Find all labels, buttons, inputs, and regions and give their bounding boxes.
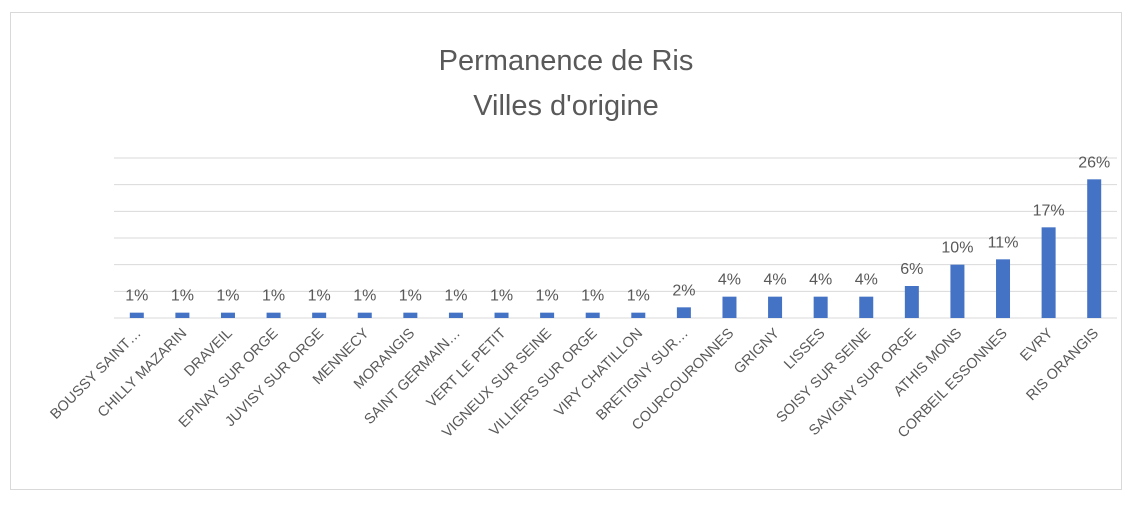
bar	[676, 307, 691, 318]
bar	[722, 296, 737, 318]
data-label: 1%	[536, 288, 559, 305]
bar	[631, 312, 646, 318]
bar	[768, 296, 783, 318]
bar	[585, 312, 600, 318]
data-label: 1%	[216, 288, 239, 305]
data-label: 1%	[125, 288, 148, 305]
bar	[859, 296, 874, 318]
data-label: 1%	[444, 288, 467, 305]
bar	[904, 286, 919, 318]
bar	[266, 312, 281, 318]
data-label: 1%	[308, 288, 331, 305]
data-label: 10%	[941, 240, 973, 257]
bar	[129, 312, 144, 318]
bar	[494, 312, 509, 318]
bar	[357, 312, 372, 318]
data-label: 1%	[627, 288, 650, 305]
chart-subtitle: Villes d'origine	[473, 90, 659, 122]
data-label: 1%	[171, 288, 194, 305]
data-label: 4%	[718, 272, 741, 289]
bar	[448, 312, 463, 318]
data-label: 2%	[672, 282, 695, 299]
bar	[996, 259, 1011, 318]
data-label: 6%	[900, 261, 923, 278]
bar	[540, 312, 555, 318]
bar	[1041, 227, 1056, 318]
bar	[1087, 179, 1102, 318]
data-label: 4%	[855, 272, 878, 289]
data-label: 26%	[1078, 154, 1110, 171]
data-label: 1%	[353, 288, 376, 305]
data-label: 1%	[399, 288, 422, 305]
chart-title: Permanence de Ris	[439, 45, 694, 77]
bar	[220, 312, 235, 318]
data-label: 1%	[262, 288, 285, 305]
chart-border	[10, 12, 1122, 490]
data-label: 4%	[809, 272, 832, 289]
data-label: 1%	[490, 288, 513, 305]
data-label: 4%	[764, 272, 787, 289]
data-label: 17%	[1033, 202, 1065, 219]
bar	[813, 296, 828, 318]
bar	[950, 264, 965, 318]
bar	[403, 312, 418, 318]
data-label: 11%	[988, 234, 1019, 251]
data-label: 1%	[581, 288, 604, 305]
bar	[175, 312, 190, 318]
bar	[312, 312, 327, 318]
